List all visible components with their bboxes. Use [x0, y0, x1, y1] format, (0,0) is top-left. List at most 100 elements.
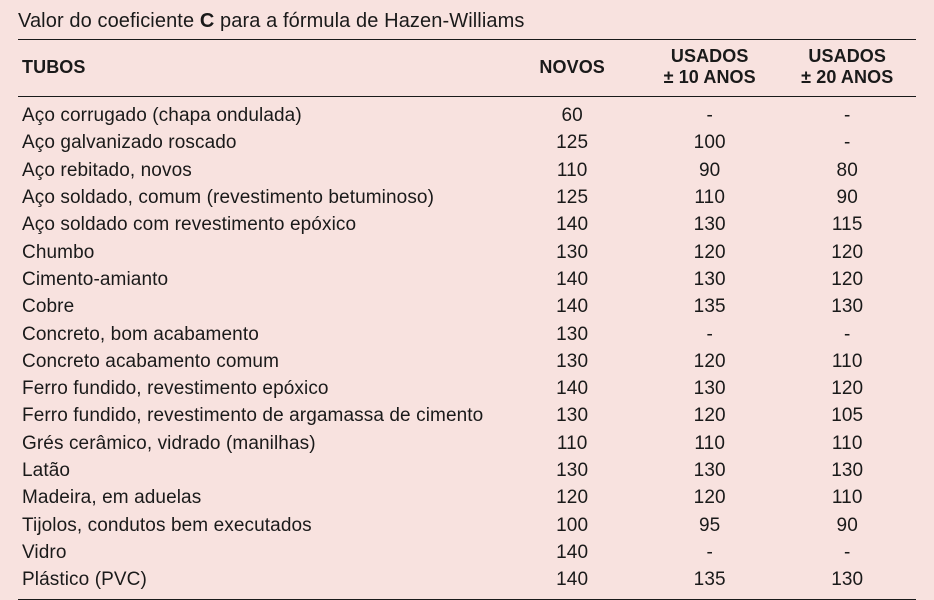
- cell-usados-20: 130: [778, 294, 916, 321]
- cell-usados-10: 120: [641, 485, 779, 512]
- cell-novos: 140: [503, 376, 641, 403]
- col-header-usados-10-line1: USADOS: [645, 46, 775, 67]
- cell-usados-20: -: [778, 97, 916, 130]
- col-header-usados-10: USADOS ± 10 ANOS: [641, 40, 779, 97]
- cell-usados-20: 90: [778, 512, 916, 539]
- table-body: Aço corrugado (chapa ondulada)60--Aço ga…: [18, 97, 916, 600]
- cell-novos: 130: [503, 239, 641, 266]
- table-row: Aço corrugado (chapa ondulada)60--: [18, 97, 916, 130]
- cell-usados-20: -: [778, 540, 916, 567]
- cell-usados-10: 120: [641, 348, 779, 375]
- cell-novos: 140: [503, 540, 641, 567]
- cell-usados-20: -: [778, 130, 916, 157]
- cell-usados-20: 105: [778, 403, 916, 430]
- cell-usados-10: 110: [641, 184, 779, 211]
- table-row: Concreto, bom acabamento130--: [18, 321, 916, 348]
- table-row: Concreto acabamento comum130120110: [18, 348, 916, 375]
- cell-novos: 110: [503, 430, 641, 457]
- cell-usados-20: 80: [778, 157, 916, 184]
- table-row: Aço soldado, comum (revestimento betumin…: [18, 184, 916, 211]
- table-row: Vidro140--: [18, 540, 916, 567]
- cell-novos: 100: [503, 512, 641, 539]
- cell-usados-20: 130: [778, 458, 916, 485]
- cell-usados-20: -: [778, 321, 916, 348]
- cell-tubo: Latão: [18, 458, 503, 485]
- cell-novos: 60: [503, 97, 641, 130]
- cell-novos: 120: [503, 485, 641, 512]
- cell-usados-10: 135: [641, 294, 779, 321]
- cell-tubo: Chumbo: [18, 239, 503, 266]
- caption-suffix: para a fórmula de Hazen-Williams: [214, 10, 524, 32]
- cell-novos: 130: [503, 458, 641, 485]
- table-row: Aço rebitado, novos1109080: [18, 157, 916, 184]
- cell-tubo: Aço rebitado, novos: [18, 157, 503, 184]
- cell-usados-20: 120: [778, 239, 916, 266]
- cell-novos: 140: [503, 567, 641, 599]
- cell-usados-20: 120: [778, 266, 916, 293]
- cell-novos: 140: [503, 212, 641, 239]
- cell-tubo: Ferro fundido, revestimento de argamassa…: [18, 403, 503, 430]
- cell-novos: 110: [503, 157, 641, 184]
- cell-usados-10: 110: [641, 430, 779, 457]
- cell-novos: 125: [503, 130, 641, 157]
- cell-usados-10: 100: [641, 130, 779, 157]
- cell-novos: 140: [503, 294, 641, 321]
- cell-tubo: Concreto acabamento comum: [18, 348, 503, 375]
- cell-usados-10: 130: [641, 376, 779, 403]
- cell-usados-10: 130: [641, 266, 779, 293]
- cell-tubo: Aço soldado, comum (revestimento betumin…: [18, 184, 503, 211]
- table-row: Madeira, em aduelas120120110: [18, 485, 916, 512]
- cell-usados-20: 110: [778, 348, 916, 375]
- cell-novos: 130: [503, 348, 641, 375]
- cell-usados-20: 110: [778, 430, 916, 457]
- table-caption: Valor do coeficiente C para a fórmula de…: [18, 6, 916, 40]
- cell-usados-10: 95: [641, 512, 779, 539]
- cell-novos: 140: [503, 266, 641, 293]
- cell-usados-20: 120: [778, 376, 916, 403]
- table-header-row: TUBOS NOVOS USADOS ± 10 ANOS USADOS ± 20…: [18, 40, 916, 97]
- cell-tubo: Cimento-amianto: [18, 266, 503, 293]
- table-row: Ferro fundido, revestimento de argamassa…: [18, 403, 916, 430]
- col-header-usados-20-line1: USADOS: [782, 46, 912, 67]
- cell-tubo: Plástico (PVC): [18, 567, 503, 599]
- cell-usados-10: -: [641, 97, 779, 130]
- cell-usados-10: 120: [641, 239, 779, 266]
- cell-usados-10: 90: [641, 157, 779, 184]
- table-row: Plástico (PVC)140135130: [18, 567, 916, 599]
- cell-novos: 125: [503, 184, 641, 211]
- cell-usados-10: 135: [641, 567, 779, 599]
- cell-usados-20: 115: [778, 212, 916, 239]
- hazen-williams-table-page: Valor do coeficiente C para a fórmula de…: [0, 0, 934, 590]
- table-row: Cimento-amianto140130120: [18, 266, 916, 293]
- cell-tubo: Ferro fundido, revestimento epóxico: [18, 376, 503, 403]
- col-header-usados-20-line2: ± 20 ANOS: [782, 67, 912, 88]
- cell-tubo: Vidro: [18, 540, 503, 567]
- cell-tubo: Tijolos, condutos bem executados: [18, 512, 503, 539]
- cell-novos: 130: [503, 321, 641, 348]
- col-header-usados-10-line2: ± 10 ANOS: [645, 67, 775, 88]
- cell-novos: 130: [503, 403, 641, 430]
- cell-tubo: Grés cerâmico, vidrado (manilhas): [18, 430, 503, 457]
- cell-usados-20: 90: [778, 184, 916, 211]
- coefficient-table: TUBOS NOVOS USADOS ± 10 ANOS USADOS ± 20…: [18, 40, 916, 600]
- table-row: Aço galvanizado roscado125100-: [18, 130, 916, 157]
- table-row: Tijolos, condutos bem executados1009590: [18, 512, 916, 539]
- table-row: Grés cerâmico, vidrado (manilhas)1101101…: [18, 430, 916, 457]
- table-row: Cobre140135130: [18, 294, 916, 321]
- table-row: Chumbo130120120: [18, 239, 916, 266]
- table-row: Aço soldado com revestimento epóxico1401…: [18, 212, 916, 239]
- cell-tubo: Concreto, bom acabamento: [18, 321, 503, 348]
- table-row: Ferro fundido, revestimento epóxico14013…: [18, 376, 916, 403]
- col-header-usados-20: USADOS ± 20 ANOS: [778, 40, 916, 97]
- cell-usados-10: -: [641, 321, 779, 348]
- col-header-tubos: TUBOS: [18, 40, 503, 97]
- cell-tubo: Cobre: [18, 294, 503, 321]
- cell-usados-10: 130: [641, 212, 779, 239]
- col-header-novos: NOVOS: [503, 40, 641, 97]
- cell-tubo: Aço corrugado (chapa ondulada): [18, 97, 503, 130]
- cell-usados-10: 120: [641, 403, 779, 430]
- cell-usados-20: 110: [778, 485, 916, 512]
- cell-tubo: Madeira, em aduelas: [18, 485, 503, 512]
- cell-usados-20: 130: [778, 567, 916, 599]
- caption-prefix: Valor do coeficiente: [18, 10, 200, 32]
